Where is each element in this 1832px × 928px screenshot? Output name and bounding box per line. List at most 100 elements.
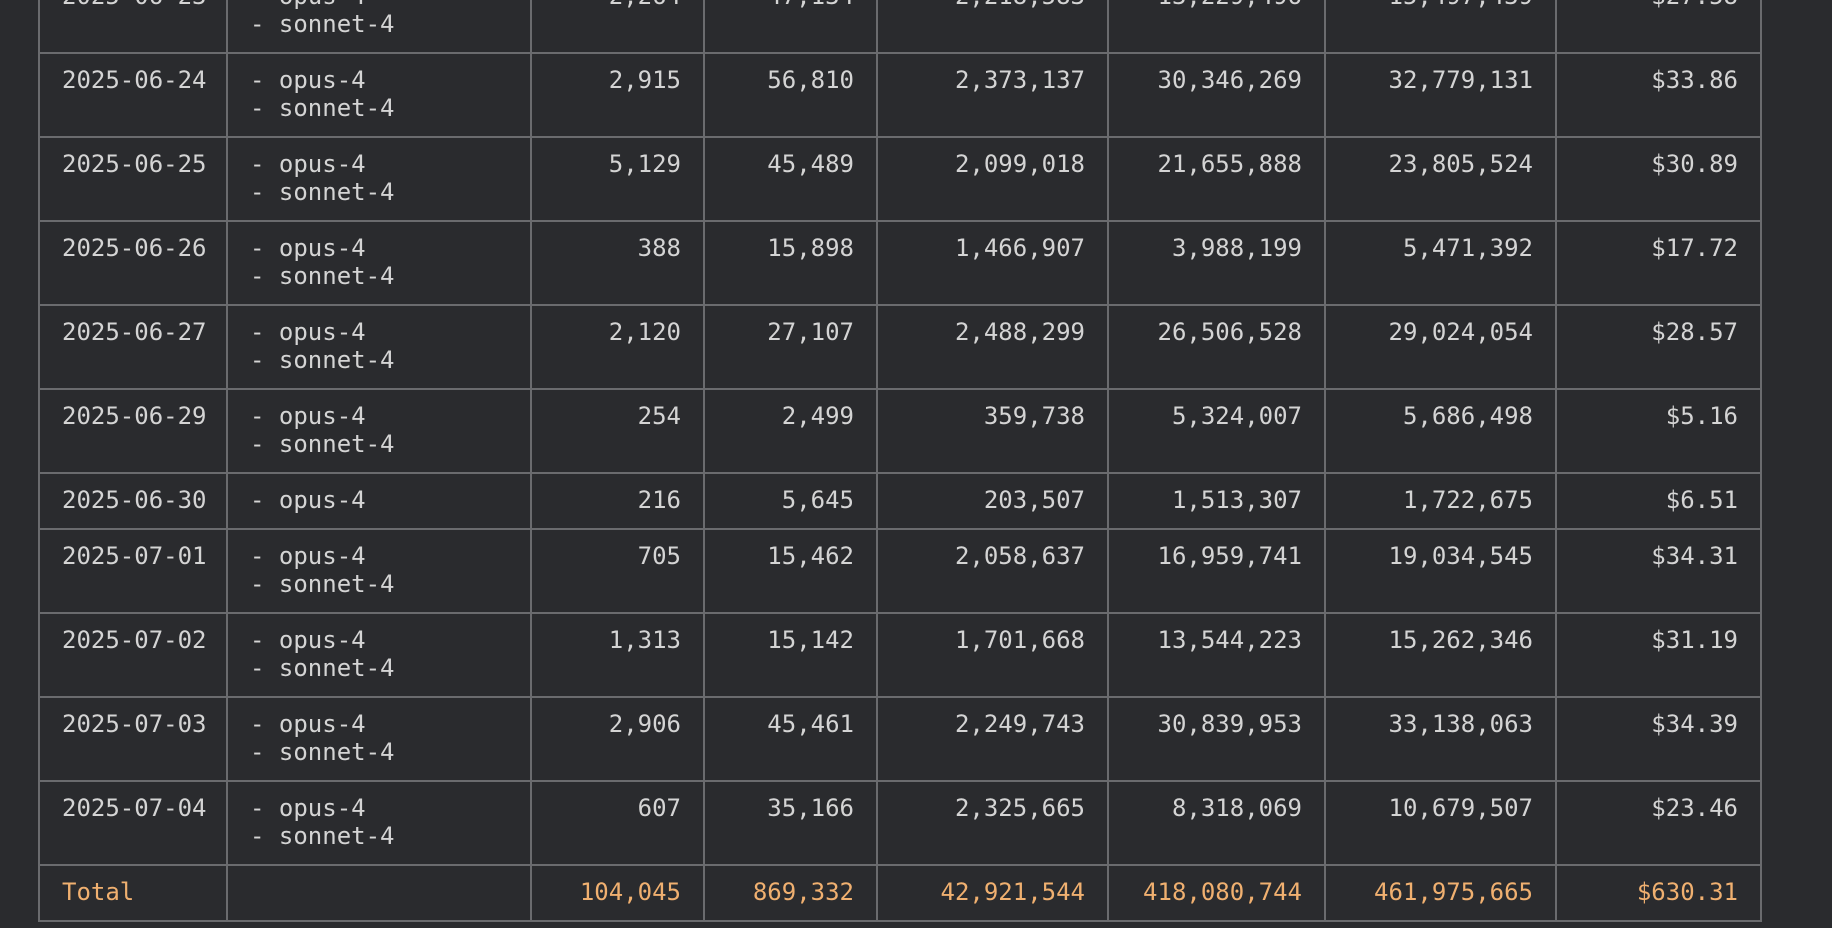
model-name: - sonnet-4 (250, 654, 395, 682)
output-cell: 56,810 (703, 52, 878, 138)
total-cache-create-cell: 42,921,544 (876, 864, 1109, 922)
cache-create-cell: 2,488,299 (876, 304, 1109, 390)
total-models-cell (226, 864, 532, 922)
models-cell: - opus-4- sonnet-4 (226, 52, 532, 138)
cache-create-cell: 2,058,637 (876, 528, 1109, 614)
date-cell: 2025-06-26 (38, 220, 228, 306)
total-tokens-cell: 23,805,524 (1324, 136, 1557, 222)
cache-read-cell: 21,655,888 (1107, 136, 1326, 222)
cost-cell: $33.86 (1555, 52, 1762, 138)
total-row: Total 104,045 869,332 42,921,544 418,080,744… (38, 864, 1762, 922)
cache-read-cell: 13,544,223 (1107, 612, 1326, 698)
output-cell: 5,645 (703, 472, 878, 530)
cache-create-cell: 1,466,907 (876, 220, 1109, 306)
cache-read-cell: 1,513,307 (1107, 472, 1326, 530)
date-cell: 2025-06-30 (38, 472, 228, 530)
total-tokens-cell: 15,262,346 (1324, 612, 1557, 698)
cost-cell: $5.16 (1555, 388, 1762, 474)
total-tokens-cell: 32,779,131 (1324, 52, 1557, 138)
table-row: 2025-06-26- opus-4- sonnet-4 388 15,898 1,4… (38, 220, 1762, 306)
model-name: - opus-4 (250, 626, 366, 654)
table-row: 2025-07-02- opus-4- sonnet-4 1,313 15,142 1… (38, 612, 1762, 698)
model-name: - opus-4 (250, 486, 366, 514)
model-name: - opus-4 (250, 542, 366, 570)
total-label: Total (38, 864, 228, 922)
input-cell: 2,264 (530, 0, 705, 54)
cache-create-cell: 203,507 (876, 472, 1109, 530)
cache-read-cell: 16,959,741 (1107, 528, 1326, 614)
models-cell: - opus-4- sonnet-4 (226, 304, 532, 390)
model-name: - sonnet-4 (250, 570, 395, 598)
models-cell: - opus-4- sonnet-4 (226, 388, 532, 474)
total-tokens-cell: 10,679,507 (1324, 780, 1557, 866)
output-cell: 15,462 (703, 528, 878, 614)
output-cell: 45,461 (703, 696, 878, 782)
cache-read-cell: 5,324,007 (1107, 388, 1326, 474)
cost-cell: $6.51 (1555, 472, 1762, 530)
input-cell: 216 (530, 472, 705, 530)
table-row: 2025-07-01- opus-4- sonnet-4 705 15,462 2,0… (38, 528, 1762, 614)
model-name: - sonnet-4 (250, 262, 395, 290)
cache-create-cell: 2,099,018 (876, 136, 1109, 222)
output-cell: 2,499 (703, 388, 878, 474)
model-name: - sonnet-4 (250, 822, 395, 850)
input-cell: 2,915 (530, 52, 705, 138)
model-name: - opus-4 (250, 150, 366, 178)
date-cell: 2025-06-29 (38, 388, 228, 474)
models-cell: - opus-4- sonnet-4 (226, 220, 532, 306)
cost-cell: $34.39 (1555, 696, 1762, 782)
cache-create-cell: 2,325,665 (876, 780, 1109, 866)
output-cell: 35,166 (703, 780, 878, 866)
output-cell: 27,107 (703, 304, 878, 390)
cost-cell: $28.57 (1555, 304, 1762, 390)
models-cell: - opus-4 (226, 472, 532, 530)
cost-cell: $30.89 (1555, 136, 1762, 222)
cost-cell: $23.46 (1555, 780, 1762, 866)
cache-create-cell: 2,249,743 (876, 696, 1109, 782)
model-name: - sonnet-4 (250, 738, 395, 766)
input-cell: 2,120 (530, 304, 705, 390)
cache-create-cell: 359,738 (876, 388, 1109, 474)
total-tokens-cell: 15,497,439 (1324, 0, 1557, 54)
date-cell: 2025-07-01 (38, 528, 228, 614)
date-cell: 2025-07-02 (38, 612, 228, 698)
table-row: 2025-07-04- opus-4- sonnet-4 607 35,166 2,3… (38, 780, 1762, 866)
input-cell: 705 (530, 528, 705, 614)
cache-read-cell: 30,346,269 (1107, 52, 1326, 138)
input-cell: 2,906 (530, 696, 705, 782)
output-cell: 15,142 (703, 612, 878, 698)
models-cell: - opus-4- sonnet-4 (226, 612, 532, 698)
models-cell: - opus-4- sonnet-4 (226, 528, 532, 614)
model-name: - sonnet-4 (250, 10, 395, 38)
total-output-cell: 869,332 (703, 864, 878, 922)
cache-create-cell: 2,373,137 (876, 52, 1109, 138)
model-name: - opus-4 (250, 710, 366, 738)
total-tokens-cell: 1,722,675 (1324, 472, 1557, 530)
input-cell: 1,313 (530, 612, 705, 698)
input-cell: 388 (530, 220, 705, 306)
model-name: - opus-4 (250, 402, 366, 430)
model-name: - opus-4 (250, 66, 366, 94)
usage-table-body: 2025-06-23- opus-4- sonnet-42,26447,1342… (38, 0, 1762, 922)
date-cell: 2025-07-03 (38, 696, 228, 782)
total-tokens-cell: 5,471,392 (1324, 220, 1557, 306)
table-row: 2025-06-29- opus-4- sonnet-4 254 2,499 359,… (38, 388, 1762, 474)
model-name: - opus-4 (250, 794, 366, 822)
total-total-tokens-cell: 461,975,665 (1324, 864, 1557, 922)
table-row: 2025-07-03 - opus-4- sonnet-4 2,906 45,461 2… (38, 696, 1762, 782)
cache-read-cell: 30,839,953 (1107, 696, 1326, 782)
cache-read-cell: 26,506,528 (1107, 304, 1326, 390)
total-cache-read-cell: 418,080,744 (1107, 864, 1326, 922)
table-row: 2025-06-25- opus-4- sonnet-4 5,129 45,489 2… (38, 136, 1762, 222)
cost-cell: $34.31 (1555, 528, 1762, 614)
table-row: 2025-06-30 - opus-4 216 5,645 203,507 1,513,3… (38, 472, 1762, 530)
total-tokens-cell: 19,034,545 (1324, 528, 1557, 614)
model-name: - opus-4 (250, 0, 508, 10)
table-row: 2025-06-24- opus-4- sonnet-4 2,915 56,810 2… (38, 52, 1762, 138)
cache-read-cell: 8,318,069 (1107, 780, 1326, 866)
cache-create-cell: 1,701,668 (876, 612, 1109, 698)
cache-read-cell: 13,229,496 (1107, 0, 1326, 54)
total-input-cell: 104,045 (530, 864, 705, 922)
cost-cell: $17.72 (1555, 220, 1762, 306)
